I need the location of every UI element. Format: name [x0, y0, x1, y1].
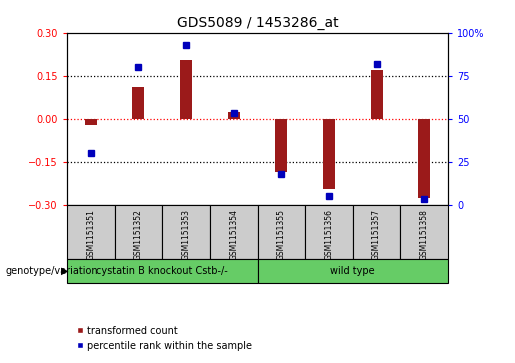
Title: GDS5089 / 1453286_at: GDS5089 / 1453286_at [177, 16, 338, 30]
Text: genotype/variation: genotype/variation [5, 266, 98, 276]
Bar [180, 60, 192, 119]
Bar [228, 112, 239, 119]
Bar [323, 119, 335, 189]
Text: GSM1151356: GSM1151356 [324, 209, 333, 260]
Bar [258, 205, 305, 258]
Bar [353, 205, 401, 258]
Bar [305, 205, 353, 258]
Bar [401, 205, 448, 258]
Bar [418, 119, 430, 198]
Text: GSM1151358: GSM1151358 [420, 209, 428, 260]
Bar [85, 119, 97, 125]
Bar [210, 205, 258, 258]
Bar [371, 70, 383, 119]
Bar [132, 87, 144, 119]
Text: GSM1151353: GSM1151353 [182, 209, 191, 260]
Text: GSM1151354: GSM1151354 [229, 209, 238, 260]
Text: GSM1151352: GSM1151352 [134, 209, 143, 260]
Legend: transformed count, percentile rank within the sample: transformed count, percentile rank withi… [72, 322, 256, 355]
Bar [276, 119, 287, 172]
Bar [67, 258, 258, 283]
Text: wild type: wild type [331, 266, 375, 276]
Text: ▶: ▶ [61, 266, 68, 276]
Bar [67, 205, 115, 258]
Text: GSM1151357: GSM1151357 [372, 209, 381, 260]
Text: GSM1151355: GSM1151355 [277, 209, 286, 260]
Bar [258, 258, 448, 283]
Text: cystatin B knockout Cstb-/-: cystatin B knockout Cstb-/- [96, 266, 228, 276]
Bar [162, 205, 210, 258]
Bar [114, 205, 162, 258]
Text: GSM1151351: GSM1151351 [87, 209, 95, 260]
